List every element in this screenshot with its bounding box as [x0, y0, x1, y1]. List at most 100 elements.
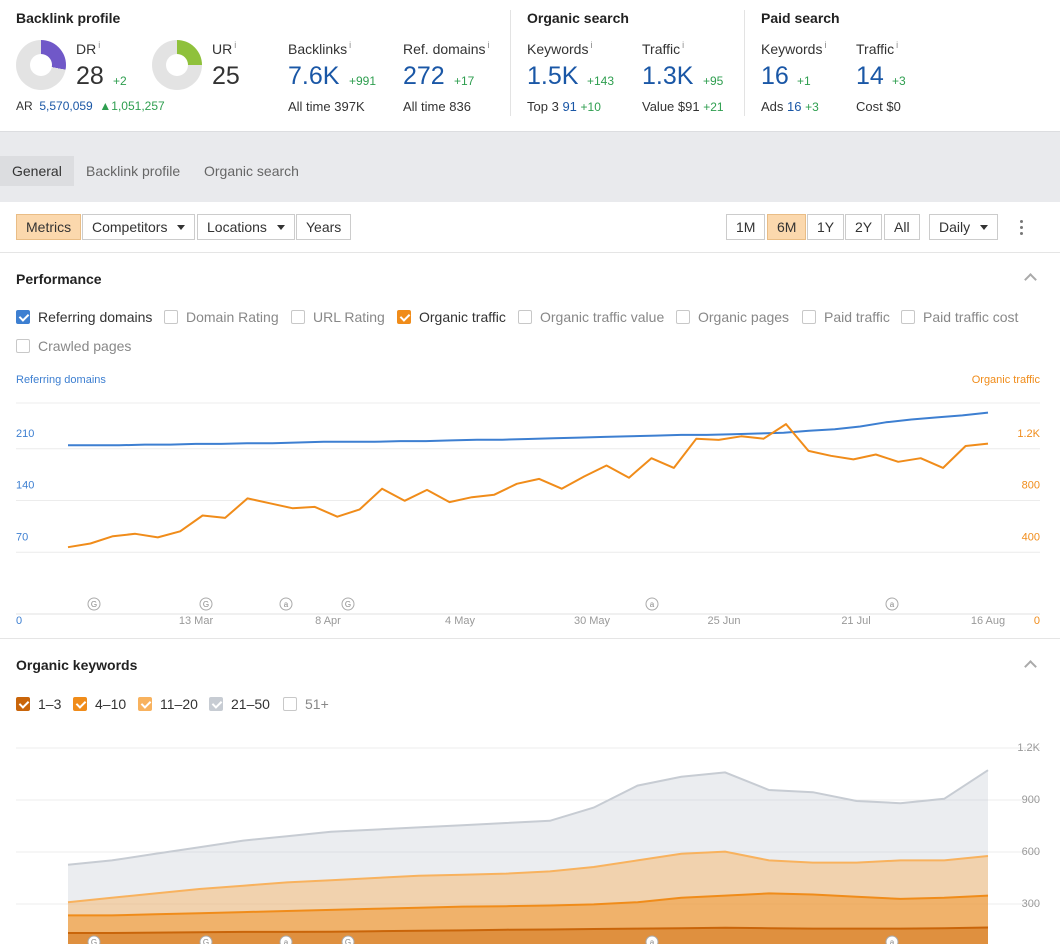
annotation-marker-label: a — [284, 600, 289, 609]
backlinks-value[interactable]: 7.6K — [288, 62, 340, 90]
checkbox-organic-traffic-value[interactable]: Organic traffic value — [518, 309, 664, 325]
checkbox-checked-icon — [73, 697, 87, 711]
info-icon[interactable]: i — [234, 40, 237, 50]
range-6m-button[interactable]: 6M — [767, 214, 807, 240]
dr-value: 28 — [76, 62, 104, 90]
ref-domains-value[interactable]: 272 — [403, 62, 445, 90]
checkbox-organic-pages[interactable]: Organic pages — [676, 309, 789, 325]
organic-traffic-value[interactable]: 1.3K — [642, 62, 694, 90]
x-axis-tick: 8 Apr — [315, 615, 341, 627]
checkbox-paid-traffic-cost[interactable]: Paid traffic cost — [901, 309, 1018, 325]
right-axis-tick: 800 — [1022, 480, 1040, 492]
x-axis-tick: 21 Jul — [841, 615, 870, 627]
checkbox-crawled-pages[interactable]: Crawled pages — [16, 338, 131, 354]
paid-keywords-label[interactable]: Keywords i — [761, 40, 827, 57]
ar-row: AR 5,570,059 ▲1,051,257 — [16, 99, 165, 113]
info-icon[interactable]: i — [896, 40, 899, 50]
paid-keywords-value[interactable]: 16 — [761, 62, 789, 90]
annotation-marker-label: G — [203, 600, 209, 609]
paid-traffic-value[interactable]: 14 — [856, 62, 884, 90]
ur-label[interactable]: UR i — [212, 40, 237, 57]
organic-keywords-label[interactable]: Keywords i — [527, 40, 593, 57]
ar-value[interactable]: 5,570,059 — [39, 99, 93, 113]
right-axis-tick: 1.2K — [1017, 428, 1040, 440]
left-axis-tick: 0 — [16, 615, 22, 627]
area-line-21-50 — [67, 769, 989, 866]
area-21-50 — [68, 770, 988, 944]
checkbox-label: Organic traffic — [419, 309, 506, 325]
info-icon[interactable]: i — [682, 40, 685, 50]
legend-11-20[interactable]: 11–20 — [138, 696, 198, 712]
checkbox-empty-icon — [164, 310, 178, 324]
collapse-chevron-icon[interactable] — [1024, 660, 1037, 673]
tab-general[interactable]: General — [0, 156, 74, 186]
annotation-marker-icon — [341, 935, 355, 944]
right-axis-tick: 0 — [1034, 615, 1040, 627]
annotation-marker-label: a — [650, 938, 655, 944]
organic-keywords-title: Organic keywords — [16, 657, 138, 673]
legend-label: 1–3 — [38, 696, 62, 712]
locations-dropdown[interactable]: Locations — [197, 214, 295, 240]
info-icon[interactable]: i — [349, 40, 352, 50]
checkbox-empty-icon — [291, 310, 305, 324]
organic-keywords-value[interactable]: 1.5K — [527, 62, 579, 90]
tab-organic-search[interactable]: Organic search — [204, 163, 299, 179]
y-axis-tick: 600 — [1022, 846, 1040, 858]
info-icon[interactable]: i — [98, 40, 101, 50]
organic-traffic-label[interactable]: Traffic i — [642, 40, 685, 57]
checkbox-referring-domains[interactable]: Referring domains — [16, 309, 152, 325]
ref-domains-all-time: All time 836 — [403, 99, 471, 114]
legend-label: 4–10 — [95, 696, 127, 712]
annotation-marker-icon — [279, 935, 293, 944]
ref-domains-label[interactable]: Ref. domains i — [403, 40, 490, 57]
dr-label[interactable]: DR i — [76, 40, 101, 57]
caret-down-icon — [276, 225, 285, 230]
range-all-button[interactable]: All — [884, 214, 920, 240]
right-axis-title: Organic traffic — [971, 374, 1040, 386]
checkbox-label: Paid traffic — [824, 309, 890, 325]
checkbox-checked-icon — [397, 310, 411, 324]
checkbox-organic-traffic[interactable]: Organic traffic — [397, 309, 506, 325]
tab-backlink-profile[interactable]: Backlink profile — [86, 163, 181, 179]
ar-delta: ▲1,051,257 — [99, 99, 165, 113]
paid-traffic-label[interactable]: Traffic i — [856, 40, 899, 57]
metrics-button[interactable]: Metrics — [16, 214, 82, 240]
paid-keywords-delta: +1 — [797, 74, 811, 88]
competitors-dropdown[interactable]: Competitors — [82, 214, 196, 240]
annotation-marker-label: G — [91, 938, 97, 944]
checkbox-empty-icon — [518, 310, 532, 324]
range-2y-button[interactable]: 2Y — [845, 214, 883, 240]
area-1-3 — [68, 927, 988, 944]
interval-dropdown[interactable]: Daily — [929, 214, 999, 240]
annotation-marker-icon — [87, 597, 101, 611]
annotation-marker-icon — [885, 935, 899, 944]
range-1y-button[interactable]: 1Y — [807, 214, 845, 240]
checkbox-paid-traffic[interactable]: Paid traffic — [802, 309, 890, 325]
checkbox-label: Domain Rating — [186, 309, 279, 325]
left-axis-tick: 140 — [16, 480, 34, 492]
left-axis-tick: 70 — [16, 531, 28, 543]
legend-51[interactable]: 51+ — [283, 696, 329, 712]
checkbox-domain-rating[interactable]: Domain Rating — [164, 309, 279, 325]
x-axis-tick: 13 Mar — [179, 615, 214, 627]
area-line-4-10 — [68, 892, 989, 917]
collapse-chevron-icon[interactable] — [1024, 273, 1037, 286]
annotation-marker-icon — [885, 597, 899, 611]
more-options-icon[interactable] — [1020, 220, 1023, 238]
checkbox-url-rating[interactable]: URL Rating — [291, 309, 385, 325]
legend-4-10[interactable]: 4–10 — [73, 696, 126, 712]
legend-21-50[interactable]: 21–50 — [209, 696, 270, 712]
backlinks-label[interactable]: Backlinks i — [288, 40, 352, 57]
right-axis-tick: 400 — [1022, 531, 1040, 543]
divider — [0, 252, 1060, 253]
y-axis-tick: 1.2K — [1017, 742, 1040, 754]
x-axis-tick: 25 Jun — [707, 615, 740, 627]
info-icon[interactable]: i — [824, 40, 827, 50]
range-1m-button[interactable]: 1M — [726, 214, 766, 240]
legend-1-3[interactable]: 1–3 — [16, 696, 61, 712]
info-icon[interactable]: i — [590, 40, 593, 50]
info-icon[interactable]: i — [487, 40, 490, 50]
backlinks-all-time: All time 397K — [288, 99, 365, 114]
years-button[interactable]: Years — [296, 214, 352, 240]
